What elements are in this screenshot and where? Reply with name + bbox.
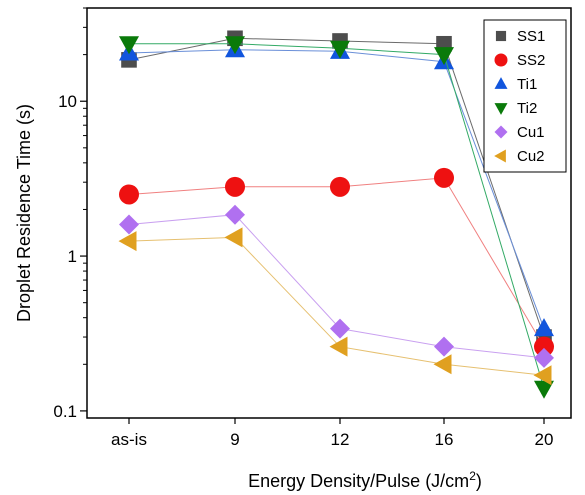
series-line-ti2 <box>129 43 545 389</box>
y-tick-label: 10 <box>58 92 77 111</box>
data-point-cu1-3 <box>434 336 454 357</box>
series-cu1 <box>119 204 554 368</box>
data-point-ss2-3 <box>434 167 454 188</box>
legend-label-ss1: SS1 <box>517 28 545 45</box>
x-tick-label: 12 <box>331 430 350 449</box>
legend-marker-cu2 <box>494 149 506 163</box>
legend-marker-ti2 <box>494 103 508 115</box>
x-axis-title-tail: ) <box>476 471 482 491</box>
data-point-cu2-1 <box>224 227 243 248</box>
x-tick-label: 16 <box>435 430 454 449</box>
legend-marker-ss1 <box>495 30 507 42</box>
data-point-cu1-1 <box>225 204 245 225</box>
x-tick-label: 9 <box>230 430 239 449</box>
series-line-cu1 <box>128 214 545 359</box>
x-tick-label: 20 <box>535 430 554 449</box>
legend-label-ss2: SS2 <box>517 52 545 69</box>
data-point-cu1-0 <box>119 214 139 235</box>
series-ss2 <box>119 167 554 357</box>
data-point-cu2-4 <box>533 365 552 386</box>
data-point-ss2-0 <box>119 184 139 205</box>
series-layer <box>118 30 554 399</box>
legend: SS1 SS2 Ti1 Ti2 Cu1 Cu2 <box>483 19 567 173</box>
data-point-ti1-4 <box>534 318 554 337</box>
y-tick-label: 1 <box>68 247 77 266</box>
data-point-cu2-0 <box>118 231 137 252</box>
legend-marker-ss2 <box>494 53 508 67</box>
legend-marker-cu1 <box>494 125 508 139</box>
data-point-cu1-2 <box>330 318 350 339</box>
data-point-ti2-2 <box>330 40 350 59</box>
data-point-ti2-1 <box>225 36 245 55</box>
data-point-ss2-2 <box>330 176 350 197</box>
y-axis-title: Droplet Residence Time (s) <box>14 104 34 322</box>
legend-label-ti2: Ti2 <box>517 100 537 117</box>
legend-marker-ti1 <box>494 77 508 89</box>
data-point-ss2-4 <box>534 336 554 357</box>
series-ti2 <box>119 36 554 399</box>
y-axis: 0.1 1 10 <box>53 7 87 421</box>
data-point-ss2-1 <box>225 176 245 197</box>
x-axis: as-is 9 12 16 20 <box>111 418 553 449</box>
y-tick-label: 0.1 <box>53 402 77 421</box>
legend-label-cu1: Cu1 <box>517 124 545 141</box>
data-point-cu2-2 <box>329 336 348 357</box>
x-tick-label: as-is <box>111 430 147 449</box>
data-point-cu2-3 <box>433 354 452 375</box>
data-point-ti2-4 <box>534 380 554 399</box>
series-line-cu2 <box>128 236 545 376</box>
legend-label-ti1: Ti1 <box>517 76 537 93</box>
x-axis-title-sup: 2 <box>469 469 476 483</box>
plot-frame <box>86 7 572 419</box>
x-axis-title-main: Energy Density/Pulse (J/cm <box>248 471 469 491</box>
data-point-cu1-4 <box>534 347 554 368</box>
x-axis-title: Energy Density/Pulse (J/cm2) <box>248 469 482 491</box>
series-line-ss2 <box>128 177 545 347</box>
data-point-ti2-0 <box>119 36 139 55</box>
data-point-ti2-3 <box>434 47 454 66</box>
legend-label-cu2: Cu2 <box>517 148 545 165</box>
series-cu2 <box>118 227 552 386</box>
legend-box <box>483 19 567 173</box>
